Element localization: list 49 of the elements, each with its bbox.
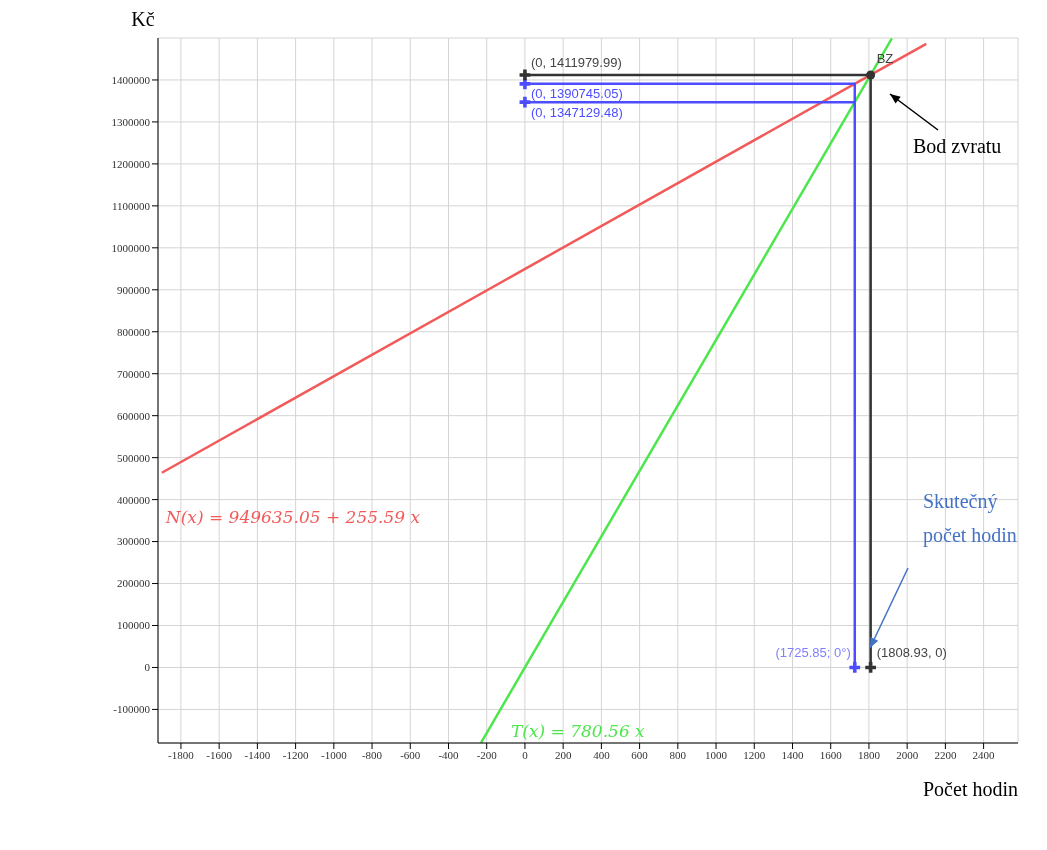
- annotation: Bod zvratu: [913, 135, 1002, 157]
- y-tick-label: 700000: [117, 367, 151, 380]
- x-tick-label: 1600: [819, 748, 843, 761]
- y-tick-label: -100000: [113, 703, 151, 716]
- y-axis-title: Kč: [131, 8, 155, 30]
- annotation: (1808.93, 0): [876, 645, 947, 661]
- x-tick-label: -1600: [206, 748, 233, 761]
- y-tick-label: 1100000: [111, 199, 151, 212]
- x-tick-label: -1800: [168, 748, 195, 761]
- y-tick-label: 500000: [117, 451, 151, 464]
- x-tick-label: 1000: [705, 748, 728, 761]
- x-tick-label: -200: [476, 748, 498, 761]
- y-tick-label: 1200000: [111, 157, 151, 170]
- annotation: (0, 1347129.48): [530, 105, 623, 121]
- x-tick-label: 0: [522, 748, 529, 761]
- y-tick-label: 1300000: [111, 115, 151, 128]
- series-label: T(x) = 780.56 x: [510, 720, 646, 741]
- annotation: (0, 1411979.99): [530, 54, 622, 70]
- x-tick-label: 600: [631, 748, 649, 761]
- x-tick-label: 2400: [972, 748, 996, 761]
- x-tick-label: 1200: [743, 748, 766, 761]
- x-tick-label: 2200: [934, 748, 957, 761]
- y-tick-label: 1400000: [111, 73, 151, 86]
- annotation: Skutečný počet hodin: [923, 490, 1017, 547]
- x-tick-label: -1400: [244, 748, 271, 761]
- x-tick-label: -1000: [320, 748, 348, 761]
- x-tick-label: -800: [361, 748, 383, 761]
- y-tick-label: 1000000: [111, 241, 151, 254]
- y-tick-label: 600000: [117, 409, 151, 422]
- x-tick-label: -400: [438, 748, 460, 761]
- x-axis-title: Počet hodin: [923, 778, 1018, 800]
- x-tick-label: -1200: [282, 748, 309, 761]
- x-tick-label: 400: [593, 748, 611, 761]
- y-tick-label: 0: [144, 661, 151, 674]
- x-tick-label: 200: [554, 748, 572, 761]
- x-tick-label: 1800: [857, 748, 881, 761]
- annotation: (1725.85; 0°): [775, 645, 851, 661]
- text: N(x) = 949635.05 + 255.59 x: [164, 506, 421, 527]
- y-tick-label: 400000: [117, 493, 151, 506]
- x-tick-label: 800: [669, 748, 687, 761]
- y-tick-label: 900000: [117, 283, 151, 296]
- y-tick-label: 800000: [117, 325, 151, 338]
- x-tick-label: 2000: [896, 748, 919, 761]
- y-tick-label: 100000: [117, 619, 151, 632]
- y-tick-label: 300000: [117, 535, 151, 548]
- x-tick-label: 1400: [781, 748, 804, 761]
- y-tick-label: 200000: [117, 577, 151, 590]
- x-tick-label: -600: [400, 748, 421, 761]
- annotation: (0, 1390745.05): [530, 85, 623, 101]
